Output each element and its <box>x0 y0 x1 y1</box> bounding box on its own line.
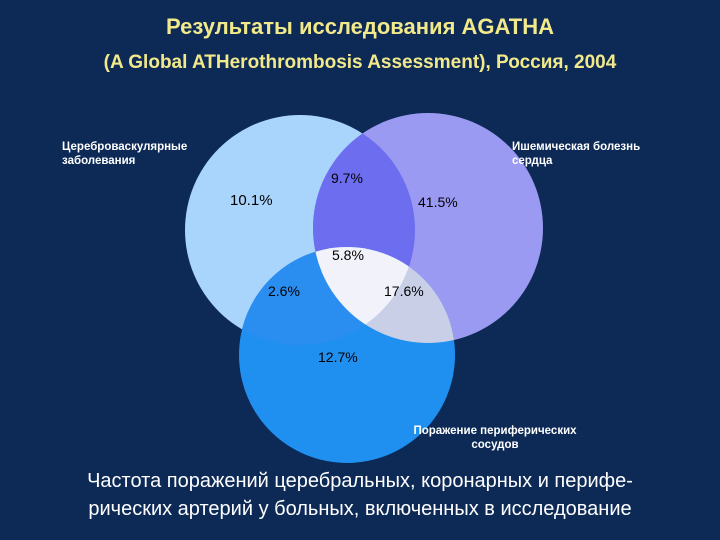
region-cerebro-peripheral: 2.6% <box>268 283 300 299</box>
peripheral-label-line2: сосудов <box>471 439 519 451</box>
peripheral-label-line1: Поражение периферических <box>413 425 577 437</box>
peripheral-label: Поражение периферических сосудов <box>380 424 610 452</box>
region-peripheral-only: 12.7% <box>318 349 358 365</box>
region-cerebro-only: 10.1% <box>230 192 273 209</box>
cerebrovascular-label: Цереброваскулярные заболевания <box>62 140 187 168</box>
region-all-three: 5.8% <box>332 247 364 263</box>
slide-subtitle: (A Global ATHerothrombosis Assessment), … <box>103 52 617 73</box>
cardiac-label-line1: Ишемическая болезнь <box>512 141 641 153</box>
region-cardiac-peripheral: 17.6% <box>384 283 424 299</box>
cardiac-label-line2: сердца <box>512 155 553 167</box>
slide-title: Результаты исследования AGATHA <box>166 14 554 39</box>
cerebrovascular-label-line2: заболевания <box>62 155 136 167</box>
region-cardiac-only: 41.5% <box>418 194 458 210</box>
cerebrovascular-label-line1: Цереброваскулярные <box>62 141 188 153</box>
cardiac-label: Ишемическая болезнь сердца <box>512 140 640 168</box>
region-cerebro-cardiac: 9.7% <box>331 170 363 186</box>
caption-line1: Частота поражений церебральных, коронарн… <box>87 470 633 492</box>
cardiac-peripheral-overlap <box>313 247 455 343</box>
caption-line2: рических артерий у больных, включенных в… <box>88 498 632 520</box>
slide-caption: Частота поражений церебральных, коронарн… <box>0 467 720 523</box>
